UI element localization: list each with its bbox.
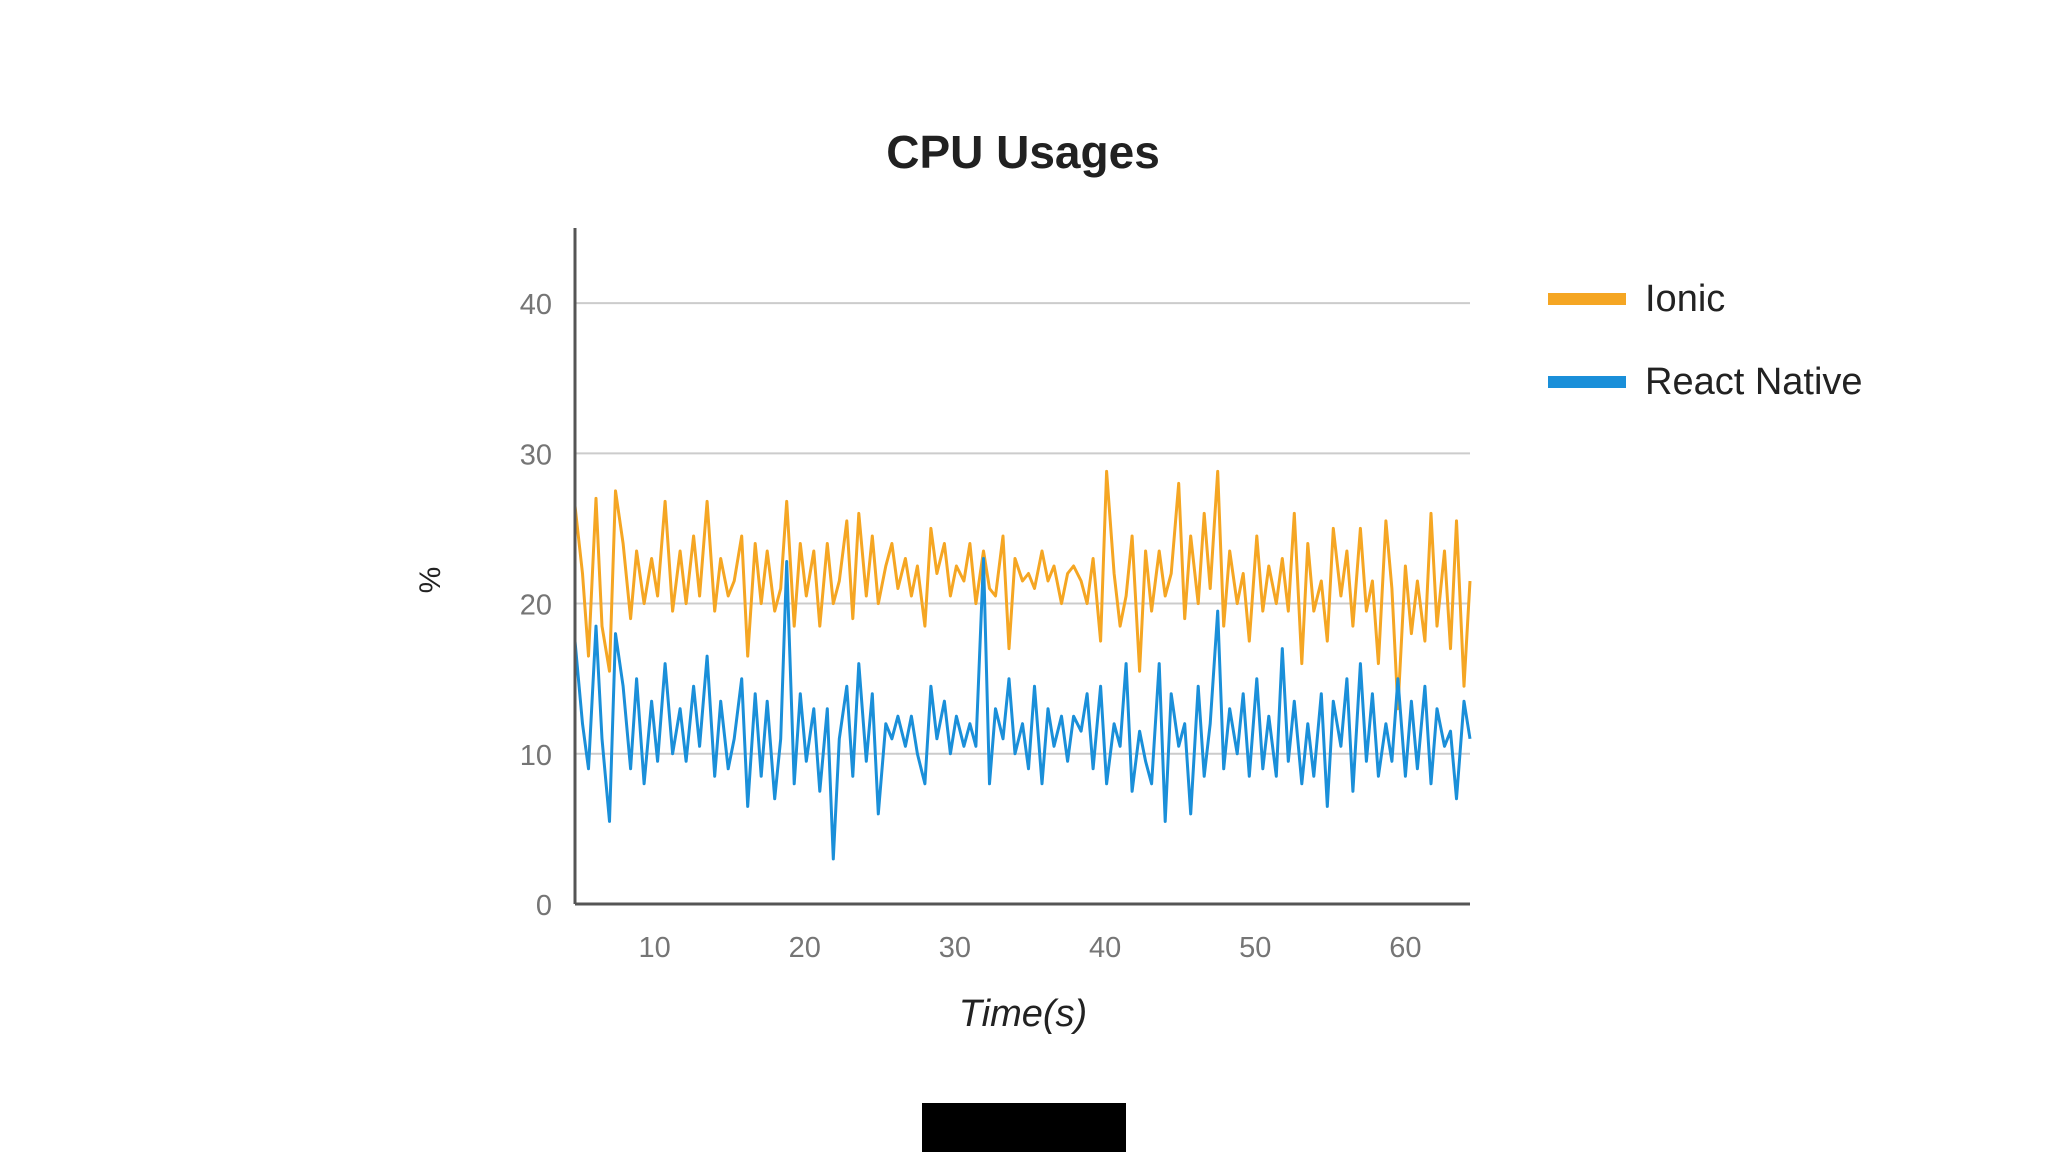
x-tick-label: 60 [1389, 932, 1421, 964]
series-line-react-native [573, 557, 1472, 861]
legend-label-ionic: Ionic [1645, 278, 1725, 320]
series-lines [573, 469, 1472, 861]
black-bar [922, 1103, 1126, 1152]
grid-lines [575, 302, 1470, 755]
y-tick-label: 30 [520, 439, 552, 471]
x-axis-label: Time(s) [959, 993, 1087, 1035]
x-axis-ticks: 10 20 30 40 50 60 [638, 932, 1421, 964]
y-tick-label: 40 [520, 289, 552, 321]
legend: Ionic React Native [1548, 278, 1863, 403]
x-tick-label: 10 [638, 932, 670, 964]
x-tick-label: 50 [1239, 932, 1271, 964]
y-axis-ticks: 0 10 20 30 40 [520, 289, 552, 922]
y-tick-label: 20 [520, 590, 552, 622]
y-axis-label: % [414, 567, 447, 594]
legend-swatch-react-native [1548, 376, 1626, 388]
x-tick-label: 30 [939, 932, 971, 964]
chart-title: CPU Usages [886, 126, 1160, 178]
x-tick-label: 20 [789, 932, 821, 964]
series-line-ionic [573, 469, 1472, 711]
y-tick-label: 0 [536, 890, 552, 922]
y-tick-label: 10 [520, 740, 552, 772]
x-tick-label: 40 [1089, 932, 1121, 964]
legend-swatch-ionic [1548, 293, 1626, 305]
legend-label-react-native: React Native [1645, 361, 1863, 403]
